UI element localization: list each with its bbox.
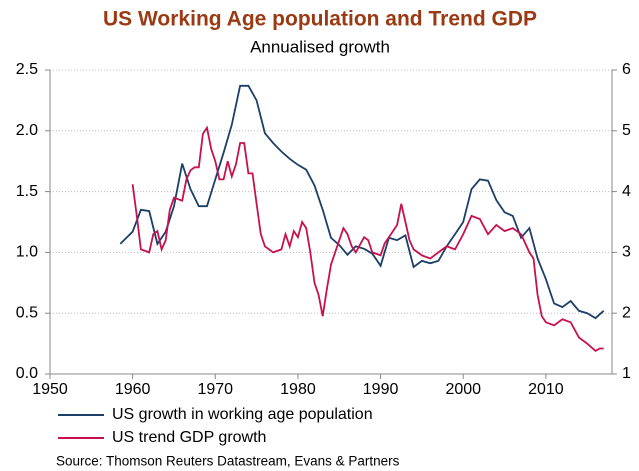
x-tick-label: 1950 [32,381,68,398]
series-line [119,84,605,320]
x-tick-label: 1990 [363,381,399,398]
chart-subtitle: Annualised growth [250,37,390,56]
y-tick-label: 1.5 [16,183,38,200]
y-tick-label: 0.0 [16,365,38,382]
y2-tick-label: 1 [622,365,631,382]
chart-title: US Working Age population and Trend GDP [103,8,537,31]
x-tick-label: 2010 [528,381,564,398]
y-tick-label: 2.0 [16,122,38,139]
x-tick-label: 1960 [115,381,151,398]
series-line [131,125,604,353]
y2-tick-label: 2 [622,304,631,321]
y-tick-label: 2.5 [16,61,38,78]
y-tick-label: 0.5 [16,304,38,321]
legend-label: US growth in working age population [112,406,373,423]
y-tick-label: 1.0 [16,244,38,261]
x-tick-label: 1970 [197,381,233,398]
y2-tick-label: 6 [622,61,631,78]
x-tick-label: 1980 [280,381,316,398]
x-tick-label: 2000 [445,381,481,398]
y2-tick-label: 3 [622,244,631,261]
source: Source: Thomson Reuters Datastream, Evan… [56,454,400,469]
y2-tick-label: 4 [622,183,631,200]
legend-label: US trend GDP growth [112,429,266,446]
y2-tick-label: 5 [622,122,631,139]
